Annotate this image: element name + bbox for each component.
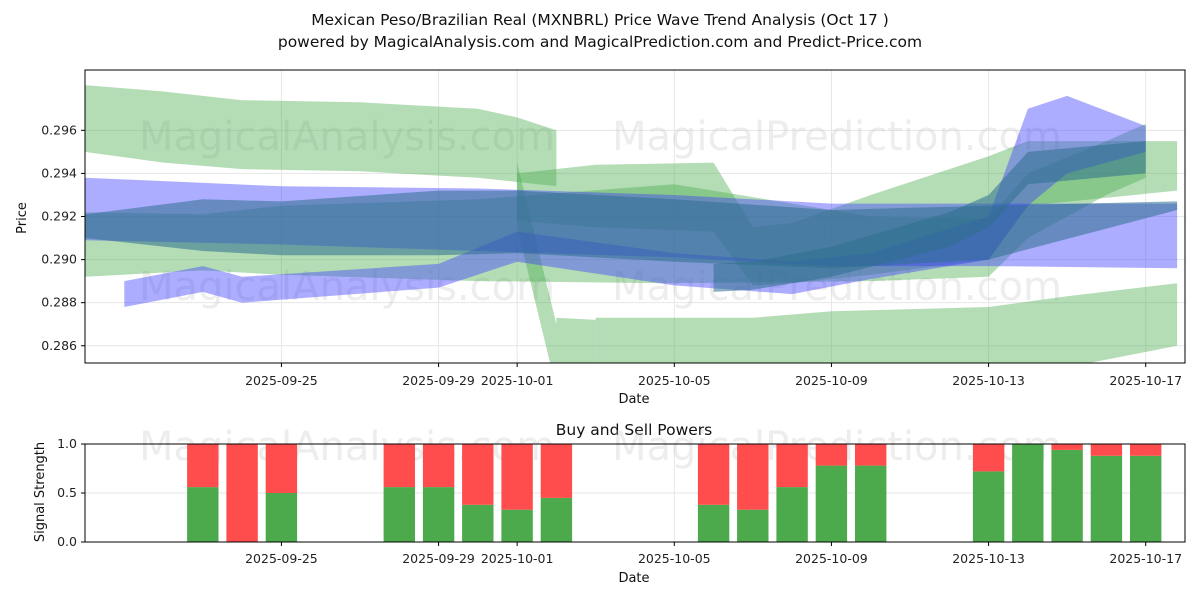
buy-bar — [265, 493, 298, 542]
y-tick-label: 0.296 — [41, 122, 77, 137]
x-tick-label: 2025-10-05 — [638, 373, 711, 388]
buy-bar — [855, 465, 887, 542]
buy-bar — [383, 487, 415, 542]
y-tick-label: 0.290 — [41, 252, 77, 267]
top-y-axis-label: Price — [15, 202, 30, 234]
y-tick-label: 0.5 — [57, 485, 77, 500]
sell-bar — [776, 444, 808, 488]
y-tick-label: 0.0 — [57, 534, 77, 549]
x-tick-label: 2025-09-25 — [245, 551, 318, 566]
buy-bar — [1012, 444, 1044, 542]
buy-bar — [1051, 449, 1083, 542]
x-tick-label: 2025-10-09 — [795, 373, 868, 388]
signal-bars — [187, 444, 1162, 542]
sell-bar — [815, 444, 848, 466]
sell-bar — [383, 444, 415, 488]
buy-bar — [815, 465, 848, 542]
watermark: MagicalAnalysis.com — [139, 114, 555, 160]
x-tick-label: 2025-10-17 — [1109, 551, 1182, 566]
x-tick-label: 2025-09-29 — [402, 373, 475, 388]
sell-bar — [226, 444, 258, 542]
x-tick-label: 2025-10-01 — [481, 551, 554, 566]
x-tick-label: 2025-10-17 — [1109, 373, 1182, 388]
sell-bar — [1090, 444, 1123, 456]
sell-bar — [540, 444, 573, 498]
buy-bar — [1090, 455, 1123, 542]
x-tick-label: 2025-10-01 — [481, 373, 554, 388]
sell-bar — [1051, 444, 1083, 450]
buy-bar — [187, 487, 219, 542]
sell-bar — [501, 444, 533, 510]
sell-bar — [422, 444, 455, 488]
buy-bar — [422, 487, 455, 542]
buy-bar — [776, 487, 808, 542]
sell-bar — [855, 444, 887, 466]
bottom-x-axis-label: Date — [618, 571, 649, 586]
bottom-axes: 2025-09-25 2025-09-29 2025-10-01 2025-10-05… — [57, 436, 1182, 566]
buy-bar — [462, 504, 494, 542]
bottom-chart-title: Buy and Sell Powers — [556, 421, 713, 439]
sell-bar — [972, 444, 1005, 472]
watermark: MagicalPrediction.com — [612, 114, 1062, 160]
buy-sell-plot: MagicalAnalysis.comMagicalPrediction.com… — [57, 424, 1186, 566]
wave-band — [595, 283, 1178, 363]
sell-bar — [462, 444, 494, 505]
y-tick-label: 0.286 — [41, 338, 77, 353]
y-tick-label: 1.0 — [57, 436, 77, 451]
top-x-axis-label: Date — [618, 392, 649, 407]
buy-bar — [1130, 455, 1162, 542]
x-tick-label: 2025-10-09 — [795, 551, 868, 566]
buy-bar — [972, 471, 1005, 542]
y-tick-label: 0.292 — [41, 209, 77, 224]
x-tick-label: 2025-09-25 — [245, 373, 318, 388]
wave-band — [85, 85, 557, 187]
wave-band — [713, 141, 1146, 292]
sell-bar — [737, 444, 769, 510]
chart-title: Mexican Peso/Brazilian Real (MXNBRL) Pri… — [311, 11, 889, 29]
y-tick-label: 0.294 — [41, 165, 77, 180]
chart-subtitle: powered by MagicalAnalysis.com and Magic… — [278, 33, 922, 51]
bottom-y-axis-label: Signal Strength — [33, 442, 48, 542]
x-tick-label: 2025-10-05 — [638, 551, 711, 566]
buy-bar — [697, 504, 730, 542]
watermark: MagicalAnalysis.com — [139, 264, 555, 310]
buy-bar — [501, 509, 533, 542]
top-axes: 2025-09-25 2025-09-29 2025-10-01 2025-10-05… — [41, 122, 1182, 388]
buy-bar — [540, 497, 573, 542]
x-tick-label: 2025-09-29 — [402, 551, 475, 566]
sell-bar — [265, 444, 298, 493]
sell-bar — [697, 444, 730, 505]
wave-band — [517, 117, 596, 363]
sell-bar — [187, 444, 219, 488]
sell-bar — [1130, 444, 1162, 456]
x-tick-label: 2025-10-13 — [952, 373, 1025, 388]
wave-bands — [85, 85, 1178, 363]
buy-bar — [737, 509, 769, 542]
y-tick-label: 0.288 — [41, 295, 77, 310]
x-tick-label: 2025-10-13 — [952, 551, 1025, 566]
price-wave-plot: MagicalAnalysis.com MagicalPrediction.com… — [41, 69, 1186, 388]
